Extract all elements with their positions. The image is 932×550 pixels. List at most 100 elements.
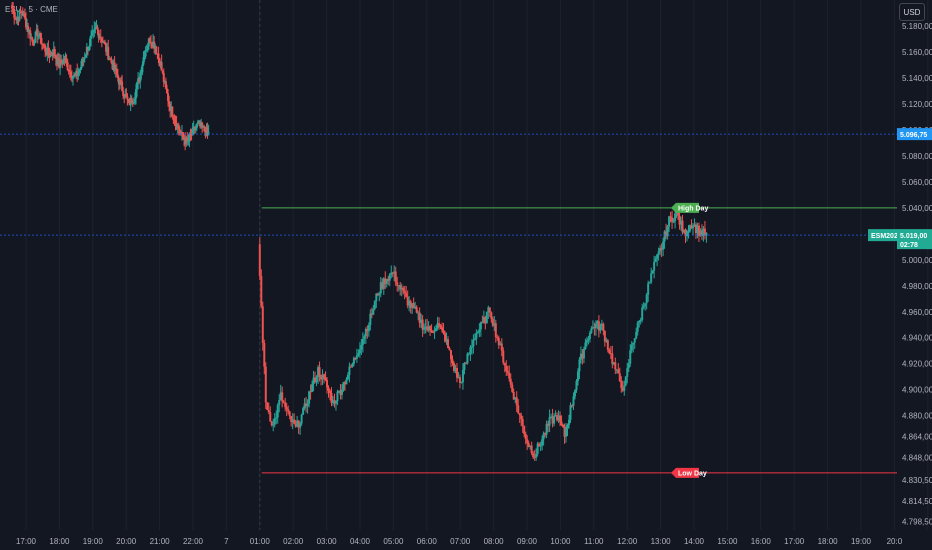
candle-body bbox=[60, 59, 63, 63]
candle-body bbox=[203, 126, 206, 132]
price-tick-label: 5.180,00 bbox=[902, 22, 932, 31]
candle-body bbox=[581, 353, 584, 359]
candle-body bbox=[523, 425, 526, 435]
candle-body bbox=[16, 17, 19, 21]
candle-body bbox=[430, 330, 433, 333]
candles-layer bbox=[11, 2, 708, 461]
candle-body bbox=[20, 11, 23, 13]
candle-body bbox=[612, 362, 615, 365]
candle-body bbox=[518, 413, 521, 416]
candle-body bbox=[176, 124, 179, 129]
currency-button[interactable]: USD bbox=[899, 3, 925, 21]
candle-body bbox=[423, 327, 426, 330]
candle-body bbox=[83, 57, 86, 59]
price-tick-label: 4.900,00 bbox=[902, 386, 932, 395]
candle-body bbox=[427, 326, 430, 331]
candle-body bbox=[114, 68, 117, 71]
candle-body bbox=[600, 323, 603, 326]
candle-body bbox=[165, 88, 168, 94]
candle-body bbox=[491, 318, 494, 326]
candle-body bbox=[107, 47, 110, 60]
candle-body bbox=[171, 106, 174, 118]
candle-body bbox=[684, 229, 687, 237]
candle-body bbox=[372, 308, 375, 315]
candle-body bbox=[526, 439, 529, 443]
candle-body bbox=[207, 132, 210, 134]
candle-body bbox=[296, 420, 299, 427]
candle-body bbox=[379, 282, 382, 294]
candle-body bbox=[515, 397, 518, 406]
candle-body bbox=[194, 127, 197, 131]
candle-body bbox=[521, 419, 524, 426]
low-day-tag: Low Day bbox=[671, 467, 707, 478]
candle-body bbox=[144, 50, 147, 57]
candle-body bbox=[500, 343, 503, 351]
candle-body bbox=[588, 332, 591, 339]
candle-body bbox=[55, 58, 58, 65]
candle-body bbox=[691, 226, 694, 229]
time-tick-label: 7 bbox=[224, 537, 229, 546]
candle-body bbox=[621, 387, 624, 391]
candle-body bbox=[174, 121, 177, 123]
candle-body bbox=[13, 10, 16, 18]
candle-body bbox=[470, 346, 473, 348]
candle-body bbox=[199, 121, 202, 127]
candle-body bbox=[481, 322, 484, 324]
candle-body bbox=[123, 95, 126, 98]
candle-body bbox=[152, 41, 155, 47]
candle-body bbox=[663, 231, 666, 242]
candle-body bbox=[64, 58, 67, 60]
candle-body bbox=[370, 313, 373, 315]
candle-body bbox=[167, 93, 170, 102]
candle-body bbox=[544, 433, 547, 435]
candle-body bbox=[487, 307, 490, 312]
candle-body bbox=[175, 122, 178, 129]
high-day-tag-text: High Day bbox=[678, 205, 708, 212]
candle-body bbox=[206, 127, 209, 133]
price-tick-label: 4.830,50 bbox=[902, 476, 932, 485]
candle-body bbox=[482, 317, 485, 323]
candle-body bbox=[140, 72, 143, 74]
candle-body bbox=[39, 32, 42, 44]
candle-body bbox=[26, 25, 29, 28]
candle-body bbox=[169, 104, 172, 111]
candle-body bbox=[405, 293, 408, 297]
candle-body bbox=[642, 305, 645, 308]
candle-body bbox=[121, 81, 124, 91]
candle-body bbox=[187, 140, 190, 142]
candle-body bbox=[275, 417, 278, 419]
candle-body bbox=[128, 100, 131, 106]
time-tick-label: 17:00 bbox=[784, 537, 805, 546]
candle-body bbox=[272, 424, 275, 426]
candle-body bbox=[436, 323, 439, 329]
candle-body bbox=[145, 49, 148, 51]
candle-body bbox=[452, 363, 455, 371]
candle-body bbox=[508, 372, 511, 379]
time-tick-label: 05:00 bbox=[383, 537, 404, 546]
candle-body bbox=[109, 58, 112, 60]
time-tick-label: 03:00 bbox=[317, 537, 338, 546]
candle-body bbox=[414, 306, 417, 309]
candle-body bbox=[587, 338, 590, 341]
candle-body bbox=[478, 329, 481, 332]
candle-body bbox=[89, 38, 92, 47]
candle-body bbox=[24, 18, 27, 28]
candle-body bbox=[117, 78, 120, 85]
time-tick-label: 17:00 bbox=[16, 537, 37, 546]
candle-body bbox=[424, 326, 427, 328]
last-price-badge bbox=[897, 128, 932, 141]
candle-body bbox=[168, 101, 171, 105]
candle-body bbox=[387, 278, 390, 281]
price-tick-label: 4.798,50 bbox=[902, 518, 932, 527]
time-tick-label: 16:00 bbox=[751, 537, 772, 546]
candle-body bbox=[699, 230, 702, 236]
current-price-value: 5.019,00 bbox=[900, 233, 927, 240]
candle-body bbox=[385, 278, 388, 284]
candle-body bbox=[99, 36, 102, 39]
candle-body bbox=[448, 348, 451, 351]
candle-body bbox=[584, 342, 587, 350]
candle-body bbox=[439, 325, 442, 328]
candle-body bbox=[680, 220, 683, 225]
candle-body bbox=[367, 324, 370, 332]
